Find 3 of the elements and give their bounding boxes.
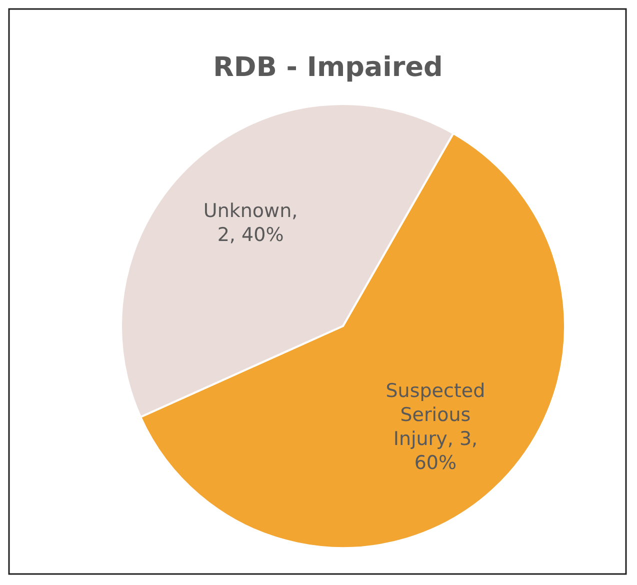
slice-label: Unknown, 2, 40% <box>203 200 298 246</box>
chart-title: RDB - Impaired <box>213 52 443 83</box>
slice-label: Suspected Serious Injury, 3, 60% <box>386 380 486 474</box>
